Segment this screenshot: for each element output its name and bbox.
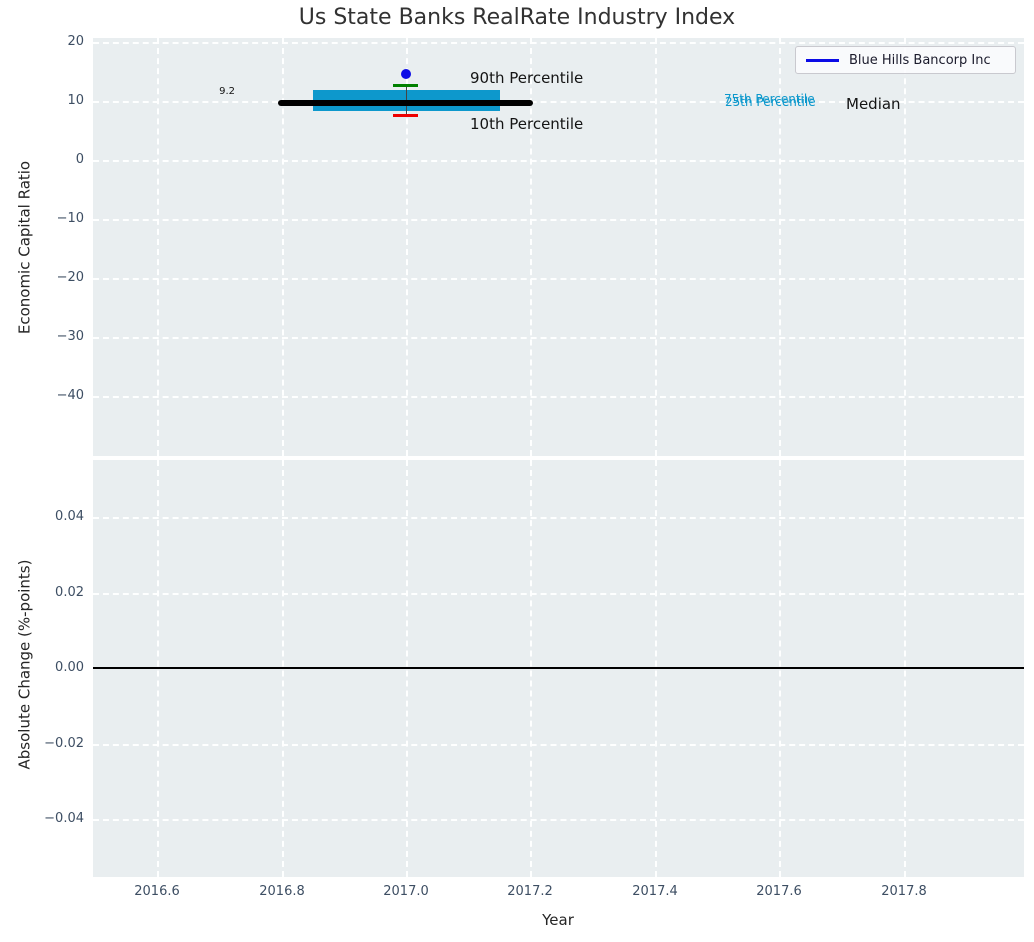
y-tick-label: 0.04	[55, 509, 84, 524]
x-tick-label: 2017.8	[881, 884, 927, 899]
y-tick-label: 0.02	[55, 585, 84, 600]
p90-annotation: 90th Percentile	[470, 69, 584, 87]
x-tick-label: 2016.8	[259, 884, 305, 899]
gridline	[93, 517, 1024, 519]
y-tick-label: −10	[56, 211, 84, 226]
y-tick-label: 0.00	[55, 660, 84, 675]
x-tick-label: 2016.6	[134, 884, 180, 899]
gridline	[530, 38, 532, 456]
gridline	[93, 396, 1024, 398]
x-tick-label: 2017.2	[507, 884, 553, 899]
legend: Blue Hills Bancorp Inc	[795, 46, 1016, 74]
chart-title: Us State Banks RealRate Industry Index	[298, 5, 736, 30]
gridline	[93, 160, 1024, 162]
p25-annotation: 25th Percentile	[725, 95, 816, 109]
x-tick-label: 2017.4	[632, 884, 678, 899]
median-annotation: Median	[846, 95, 901, 113]
x-axis-label: Year	[542, 911, 574, 929]
gridline	[93, 337, 1024, 339]
legend-item-label: Blue Hills Bancorp Inc	[849, 52, 991, 68]
gridline	[93, 593, 1024, 595]
y-tick-label: −0.02	[44, 736, 84, 751]
y-tick-label: −0.04	[44, 811, 84, 826]
median-value-label: 9.2	[219, 86, 235, 97]
gridline	[93, 744, 1024, 746]
p10-annotation: 10th Percentile	[470, 115, 584, 133]
p10-cap-line	[393, 114, 418, 117]
y-tick-label: 20	[67, 34, 84, 49]
top-y-axis-label: Economic Capital Ratio	[15, 160, 34, 335]
gridline	[655, 38, 657, 456]
gridline	[93, 42, 1024, 44]
y-tick-label: −40	[56, 388, 84, 403]
zero-change-line	[93, 667, 1024, 669]
gridline	[93, 101, 1024, 103]
gridline	[779, 38, 781, 456]
legend-line-swatch	[806, 58, 839, 62]
bottom-plot-area	[93, 460, 1024, 877]
company-marker-dot	[401, 69, 411, 79]
x-tick-label: 2017.6	[756, 884, 802, 899]
gridline	[406, 38, 408, 456]
bottom-y-axis-label: Absolute Change (%-points)	[15, 559, 34, 770]
gridline	[93, 819, 1024, 821]
median-line	[278, 100, 533, 106]
p75-annotation: 75th Percentile	[724, 92, 815, 106]
gridline	[93, 219, 1024, 221]
y-tick-label: 0	[75, 152, 84, 167]
gridline	[157, 38, 159, 456]
gridline	[904, 38, 906, 456]
x-tick-label: 2017.0	[383, 884, 429, 899]
gridline	[93, 278, 1024, 280]
y-tick-label: −30	[56, 329, 84, 344]
y-tick-label: 10	[67, 93, 84, 108]
gridline	[282, 38, 284, 456]
p90-cap-line	[393, 84, 418, 87]
y-tick-label: −20	[56, 270, 84, 285]
top-plot-area: 9.2 90th Percentile 10th Percentile 75th…	[93, 38, 1024, 456]
